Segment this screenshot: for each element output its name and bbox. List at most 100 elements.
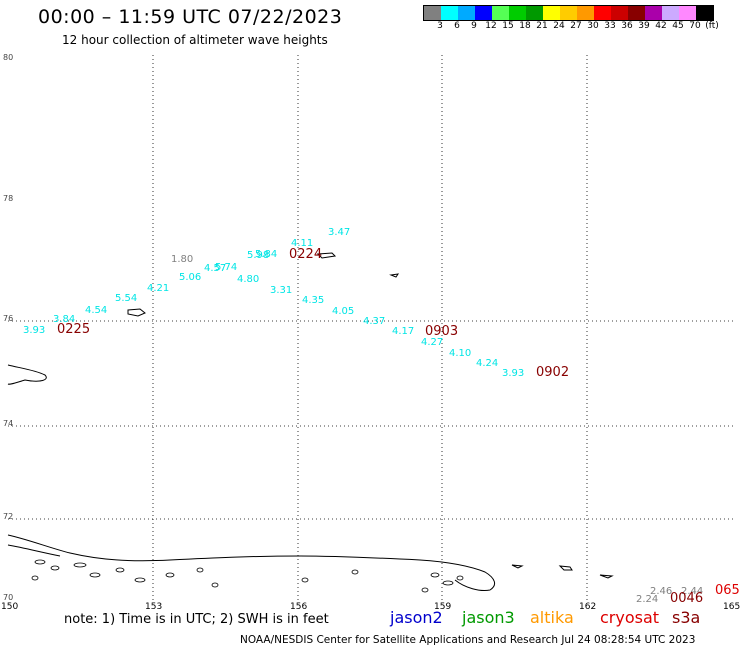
color-scale-label: 12 [485, 21, 497, 31]
alaska-north-coast [7, 534, 496, 591]
color-swatch [509, 6, 526, 20]
wave-height-value: 5.06 [179, 272, 201, 283]
lake [301, 577, 309, 583]
wave-height-value: 3.31 [270, 285, 292, 296]
color-scale-label: 15 [502, 21, 514, 31]
lon-label-150: 150 [1, 602, 18, 612]
footer-credit: NOAA/NESDIS Center for Satellite Applica… [240, 634, 696, 646]
lake [34, 559, 46, 565]
wave-height-value-gray: 2.46 [650, 586, 672, 597]
color-scale-label: 9 [471, 21, 477, 31]
wave-height-value: 4.21 [147, 283, 169, 294]
map-title: 00:00 – 11:59 UTC 07/22/2023 [38, 6, 343, 28]
lat-label-80: 80 [3, 53, 13, 62]
wave-height-value: 5.54 [115, 293, 137, 304]
lat-label-72: 72 [3, 512, 13, 521]
color-scale-bar [423, 5, 714, 21]
lake [50, 565, 60, 571]
color-swatch [662, 6, 679, 20]
legend-jason2: jason2 [390, 608, 443, 627]
legend-s3a: s3a [672, 608, 701, 627]
grid-lines [8, 55, 733, 600]
wave-height-value: 4.80 [237, 274, 259, 285]
lake [196, 567, 204, 573]
pass-time-label: 0903 [425, 324, 458, 339]
wave-height-value: 4.05 [332, 306, 354, 317]
island-east-1 [558, 565, 573, 571]
color-scale-label: 3 [437, 21, 443, 31]
lat-label-78: 78 [3, 194, 13, 203]
lake [211, 582, 219, 588]
pass-time-label: 065 [715, 583, 740, 598]
wave-height-value: 4.54 [85, 305, 107, 316]
wave-height-value: 3.93 [502, 368, 524, 379]
pass-time-label: 0902 [536, 365, 569, 380]
color-swatch [645, 6, 662, 20]
color-scale-label: 39 [638, 21, 650, 31]
wave-height-value: 4.57 [204, 263, 226, 274]
island-small-2 [316, 252, 337, 259]
lon-label-156: 156 [290, 602, 307, 612]
pass-time-label: 0225 [57, 322, 90, 337]
footer-note: note: 1) Time is in UTC; 2) SWH is in fe… [64, 612, 329, 627]
wave-height-value: 4.27 [421, 337, 443, 348]
color-scale-label: (ft) [705, 21, 719, 31]
lake [421, 587, 429, 593]
island-east-3 [511, 564, 524, 569]
color-swatch [526, 6, 543, 20]
wave-height-value-gray: 1.80 [171, 254, 193, 265]
lat-label-70: 70 [3, 593, 13, 602]
color-swatch [611, 6, 628, 20]
color-scale-label: 33 [604, 21, 616, 31]
lake [430, 572, 440, 578]
wave-height-value: 4.11 [291, 238, 313, 249]
color-scale-label: 70 [689, 21, 701, 31]
color-swatch [458, 6, 475, 20]
color-scale-label: 21 [536, 21, 548, 31]
lake [115, 567, 125, 573]
wave-height-value: 4.10 [449, 348, 471, 359]
lake [456, 575, 464, 581]
lon-label-159: 159 [434, 602, 451, 612]
color-scale-label: 30 [587, 21, 599, 31]
color-swatch [696, 6, 713, 20]
lake [442, 580, 454, 586]
lon-label-153: 153 [145, 602, 162, 612]
coast-west-segment [7, 544, 61, 557]
legend-cryosat: cryosat [600, 608, 660, 627]
lon-label-165: 165 [723, 602, 740, 612]
color-swatch [492, 6, 509, 20]
legend-jason3: jason3 [462, 608, 515, 627]
wave-height-value-gray: 2.24 [636, 594, 658, 605]
lat-label-76: 76 [3, 314, 13, 323]
wave-height-value: 5.84 [255, 249, 277, 260]
island-east-2 [599, 574, 614, 579]
color-swatch [560, 6, 577, 20]
wave-height-value: 4.37 [363, 316, 385, 327]
wave-height-value-gray: 2.44 [681, 586, 703, 597]
color-scale-label: 18 [519, 21, 531, 31]
color-swatch [577, 6, 594, 20]
island-west [7, 364, 47, 385]
wave-height-value: 4.24 [476, 358, 498, 369]
longitude-labels: 150 153 156 159 162 165 [1, 602, 740, 612]
color-scale-label: 6 [454, 21, 460, 31]
lake [351, 569, 359, 575]
wave-height-value: 4.17 [392, 326, 414, 337]
wave-height-value: 4.35 [302, 295, 324, 306]
color-swatch [628, 6, 645, 20]
observation-labels: 3.47 4.11 5.845.98 5.744.575.06 4.80 4.21 3.31… [23, 227, 740, 606]
legend-altika: altika [530, 608, 574, 627]
color-swatch [594, 6, 611, 20]
color-scale-label: 24 [553, 21, 565, 31]
color-swatch [543, 6, 560, 20]
pass-time-label: 0046 [670, 591, 703, 606]
lake [165, 572, 175, 578]
color-swatch [441, 6, 458, 20]
island-small-1 [127, 308, 146, 317]
wave-height-value: 5.98 [247, 250, 269, 261]
lake [134, 577, 146, 583]
wave-height-value: 3.84 [53, 314, 75, 325]
color-scale-label: 42 [655, 21, 667, 31]
color-swatch [475, 6, 492, 20]
